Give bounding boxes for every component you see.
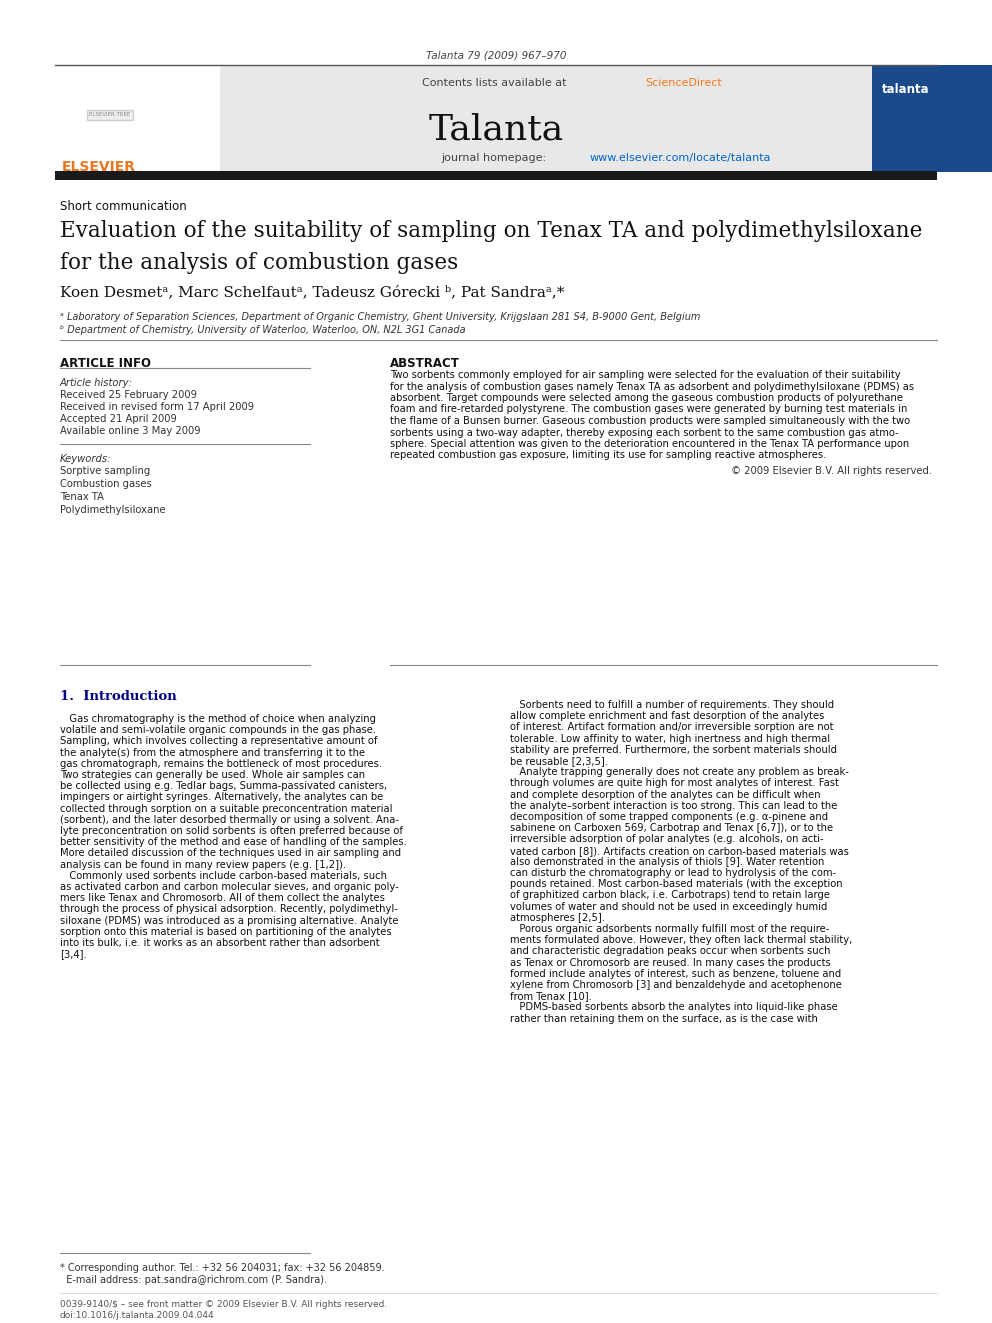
Text: Gas chromatography is the method of choice when analyzing: Gas chromatography is the method of choi…: [60, 714, 376, 724]
Text: the flame of a Bunsen burner. Gaseous combustion products were sampled simultane: the flame of a Bunsen burner. Gaseous co…: [390, 415, 910, 426]
Text: Koen Desmetᵃ, Marc Schelfautᵃ, Tadeusz Górecki ᵇ, Pat Sandraᵃ,*: Koen Desmetᵃ, Marc Schelfautᵃ, Tadeusz G…: [60, 284, 564, 299]
Text: Tenax TA: Tenax TA: [60, 492, 104, 501]
Text: into its bulk, i.e. it works as an absorbent rather than adsorbent: into its bulk, i.e. it works as an absor…: [60, 938, 380, 949]
Text: vated carbon [8]). Artifacts creation on carbon-based materials was: vated carbon [8]). Artifacts creation on…: [510, 845, 849, 856]
Text: gas chromatograph, remains the bottleneck of most procedures.: gas chromatograph, remains the bottlenec…: [60, 759, 382, 769]
Text: Combustion gases: Combustion gases: [60, 479, 152, 490]
Text: Talanta: Talanta: [429, 112, 563, 147]
Text: be collected using e.g. Tedlar bags, Summa-passivated canisters,: be collected using e.g. Tedlar bags, Sum…: [60, 781, 387, 791]
Text: 1.  Introduction: 1. Introduction: [60, 691, 177, 703]
Text: also demonstrated in the analysis of thiols [9]. Water retention: also demonstrated in the analysis of thi…: [510, 857, 824, 867]
Text: can disturb the chromatography or lead to hydrolysis of the com-: can disturb the chromatography or lead t…: [510, 868, 836, 878]
Text: journal homepage:: journal homepage:: [441, 153, 551, 163]
Text: Porous organic adsorbents normally fulfill most of the require-: Porous organic adsorbents normally fulfi…: [510, 923, 829, 934]
Text: Two strategies can generally be used. Whole air samples can: Two strategies can generally be used. Wh…: [60, 770, 365, 781]
Text: Article history:: Article history:: [60, 378, 133, 388]
Text: Short communication: Short communication: [60, 200, 186, 213]
Text: Two sorbents commonly employed for air sampling were selected for the evaluation: Two sorbents commonly employed for air s…: [390, 370, 901, 380]
Text: Polydimethylsiloxane: Polydimethylsiloxane: [60, 505, 166, 515]
Text: pounds retained. Most carbon-based materials (with the exception: pounds retained. Most carbon-based mater…: [510, 880, 842, 889]
Text: absorbent. Target compounds were selected among the gaseous combustion products : absorbent. Target compounds were selecte…: [390, 393, 903, 404]
Text: sorbents using a two-way adapter, thereby exposing each sorbent to the same comb: sorbents using a two-way adapter, thereb…: [390, 427, 899, 438]
Text: impingers or airtight syringes. Alternatively, the analytes can be: impingers or airtight syringes. Alternat…: [60, 792, 383, 803]
Text: as Tenax or Chromosorb are reused. In many cases the products: as Tenax or Chromosorb are reused. In ma…: [510, 958, 830, 967]
Text: stability are preferred. Furthermore, the sorbent materials should: stability are preferred. Furthermore, th…: [510, 745, 837, 755]
Text: rather than retaining them on the surface, as is the case with: rather than retaining them on the surfac…: [510, 1013, 817, 1024]
Text: the analyte(s) from the atmosphere and transferring it to the: the analyte(s) from the atmosphere and t…: [60, 747, 365, 758]
Text: analysis can be found in many review papers (e.g. [1,2]).: analysis can be found in many review pap…: [60, 860, 346, 869]
Text: ARTICLE INFO: ARTICLE INFO: [60, 357, 151, 370]
Text: Talanta 79 (2009) 967–970: Talanta 79 (2009) 967–970: [426, 50, 566, 60]
Text: of interest. Artifact formation and/or irreversible sorption are not: of interest. Artifact formation and/or i…: [510, 722, 833, 733]
Bar: [55, 65, 937, 172]
Text: the analyte–sorbent interaction is too strong. This can lead to the: the analyte–sorbent interaction is too s…: [510, 800, 837, 811]
Text: www.elsevier.com/locate/talanta: www.elsevier.com/locate/talanta: [590, 153, 772, 163]
Text: ABSTRACT: ABSTRACT: [390, 357, 460, 370]
Text: volumes of water and should not be used in exceedingly humid: volumes of water and should not be used …: [510, 901, 827, 912]
Text: better sensitivity of the method and ease of handling of the samples.: better sensitivity of the method and eas…: [60, 837, 407, 847]
Text: More detailed discussion of the techniques used in air sampling and: More detailed discussion of the techniqu…: [60, 848, 401, 859]
Text: Sampling, which involves collecting a representative amount of: Sampling, which involves collecting a re…: [60, 737, 378, 746]
Text: PDMS-based sorbents absorb the analytes into liquid-like phase: PDMS-based sorbents absorb the analytes …: [510, 1003, 838, 1012]
Text: formed include analytes of interest, such as benzene, toluene and: formed include analytes of interest, suc…: [510, 968, 841, 979]
Text: Available online 3 May 2009: Available online 3 May 2009: [60, 426, 200, 437]
Text: Received in revised form 17 April 2009: Received in revised form 17 April 2009: [60, 402, 254, 411]
Text: and characteristic degradation peaks occur when sorbents such: and characteristic degradation peaks occ…: [510, 946, 830, 957]
Bar: [55, 171, 937, 180]
Text: ELSEVIER: ELSEVIER: [62, 160, 136, 175]
Text: doi:10.1016/j.talanta.2009.04.044: doi:10.1016/j.talanta.2009.04.044: [60, 1311, 214, 1320]
Text: E-mail address: pat.sandra@richrom.com (P. Sandra).: E-mail address: pat.sandra@richrom.com (…: [60, 1275, 327, 1285]
Text: volatile and semi-volatile organic compounds in the gas phase.: volatile and semi-volatile organic compo…: [60, 725, 376, 736]
Text: of graphitized carbon black, i.e. Carbotraps) tend to retain large: of graphitized carbon black, i.e. Carbot…: [510, 890, 830, 901]
Text: sabinene on Carboxen 569, Carbotrap and Tenax [6,7]), or to the: sabinene on Carboxen 569, Carbotrap and …: [510, 823, 833, 833]
Text: ELSEVIER TREE: ELSEVIER TREE: [89, 112, 131, 118]
Text: collected through sorption on a suitable preconcentration material: collected through sorption on a suitable…: [60, 803, 393, 814]
Text: atmospheres [2,5].: atmospheres [2,5].: [510, 913, 605, 923]
Text: * Corresponding author. Tel.: +32 56 204031; fax: +32 56 204859.: * Corresponding author. Tel.: +32 56 204…: [60, 1263, 385, 1273]
Text: repeated combustion gas exposure, limiting its use for sampling reactive atmosph: repeated combustion gas exposure, limiti…: [390, 451, 826, 460]
Text: Analyte trapping generally does not create any problem as break-: Analyte trapping generally does not crea…: [510, 767, 849, 777]
Text: mers like Tenax and Chromosorb. All of them collect the analytes: mers like Tenax and Chromosorb. All of t…: [60, 893, 385, 904]
Text: 0039-9140/$ – see front matter © 2009 Elsevier B.V. All rights reserved.: 0039-9140/$ – see front matter © 2009 El…: [60, 1301, 387, 1308]
Text: Commonly used sorbents include carbon-based materials, such: Commonly used sorbents include carbon-ba…: [60, 871, 387, 881]
Text: Contents lists available at: Contents lists available at: [422, 78, 570, 89]
Text: [3,4].: [3,4].: [60, 949, 86, 959]
Text: (sorbent), and the later desorbed thermally or using a solvent. Ana-: (sorbent), and the later desorbed therma…: [60, 815, 399, 824]
Text: Evaluation of the suitability of sampling on Tenax TA and polydimethylsiloxane: Evaluation of the suitability of samplin…: [60, 220, 923, 242]
Text: for the analysis of combustion gases namely Tenax TA as adsorbent and polydimeth: for the analysis of combustion gases nam…: [390, 381, 914, 392]
Text: Keywords:: Keywords:: [60, 454, 111, 464]
Text: siloxane (PDMS) was introduced as a promising alternative. Analyte: siloxane (PDMS) was introduced as a prom…: [60, 916, 399, 926]
Text: allow complete enrichment and fast desorption of the analytes: allow complete enrichment and fast desor…: [510, 712, 824, 721]
Text: tolerable. Low affinity to water, high inertness and high thermal: tolerable. Low affinity to water, high i…: [510, 733, 830, 744]
Text: be reusable [2,3,5].: be reusable [2,3,5].: [510, 755, 608, 766]
Text: through volumes are quite high for most analytes of interest. Fast: through volumes are quite high for most …: [510, 778, 839, 789]
Text: irreversible adsorption of polar analytes (e.g. alcohols, on acti-: irreversible adsorption of polar analyte…: [510, 835, 823, 844]
Text: talanta: talanta: [882, 83, 930, 97]
Text: for the analysis of combustion gases: for the analysis of combustion gases: [60, 251, 458, 274]
Bar: [55, 65, 220, 172]
Text: lyte preconcentration on solid sorbents is often preferred because of: lyte preconcentration on solid sorbents …: [60, 826, 403, 836]
Text: foam and fire-retarded polystyrene. The combustion gases were generated by burni: foam and fire-retarded polystyrene. The …: [390, 405, 908, 414]
Text: from Tenax [10].: from Tenax [10].: [510, 991, 592, 1002]
Text: ᵃ Laboratory of Separation Sciences, Department of Organic Chemistry, Ghent Univ: ᵃ Laboratory of Separation Sciences, Dep…: [60, 312, 700, 321]
Text: ᵇ Department of Chemistry, University of Waterloo, Waterloo, ON, N2L 3G1 Canada: ᵇ Department of Chemistry, University of…: [60, 325, 465, 335]
Text: xylene from Chromosorb [3] and benzaldehyde and acetophenone: xylene from Chromosorb [3] and benzaldeh…: [510, 980, 842, 990]
Text: as activated carbon and carbon molecular sieves, and organic poly-: as activated carbon and carbon molecular…: [60, 882, 399, 892]
Text: Accepted 21 April 2009: Accepted 21 April 2009: [60, 414, 177, 423]
Text: through the process of physical adsorption. Recently, polydimethyl-: through the process of physical adsorpti…: [60, 905, 398, 914]
Text: sorption onto this material is based on partitioning of the analytes: sorption onto this material is based on …: [60, 927, 392, 937]
Text: sphere. Special attention was given to the deterioration encountered in the Tena: sphere. Special attention was given to t…: [390, 439, 910, 448]
Text: and complete desorption of the analytes can be difficult when: and complete desorption of the analytes …: [510, 790, 820, 799]
Text: ments formulated above. However, they often lack thermal stability,: ments formulated above. However, they of…: [510, 935, 852, 945]
Text: Sorbents need to fulfill a number of requirements. They should: Sorbents need to fulfill a number of req…: [510, 700, 834, 710]
Text: decomposition of some trapped components (e.g. α-pinene and: decomposition of some trapped components…: [510, 812, 828, 822]
Text: © 2009 Elsevier B.V. All rights reserved.: © 2009 Elsevier B.V. All rights reserved…: [731, 466, 932, 476]
Text: Sorptive sampling: Sorptive sampling: [60, 466, 150, 476]
Bar: [872, 65, 992, 172]
Text: Received 25 February 2009: Received 25 February 2009: [60, 390, 197, 400]
Text: ScienceDirect: ScienceDirect: [645, 78, 722, 89]
